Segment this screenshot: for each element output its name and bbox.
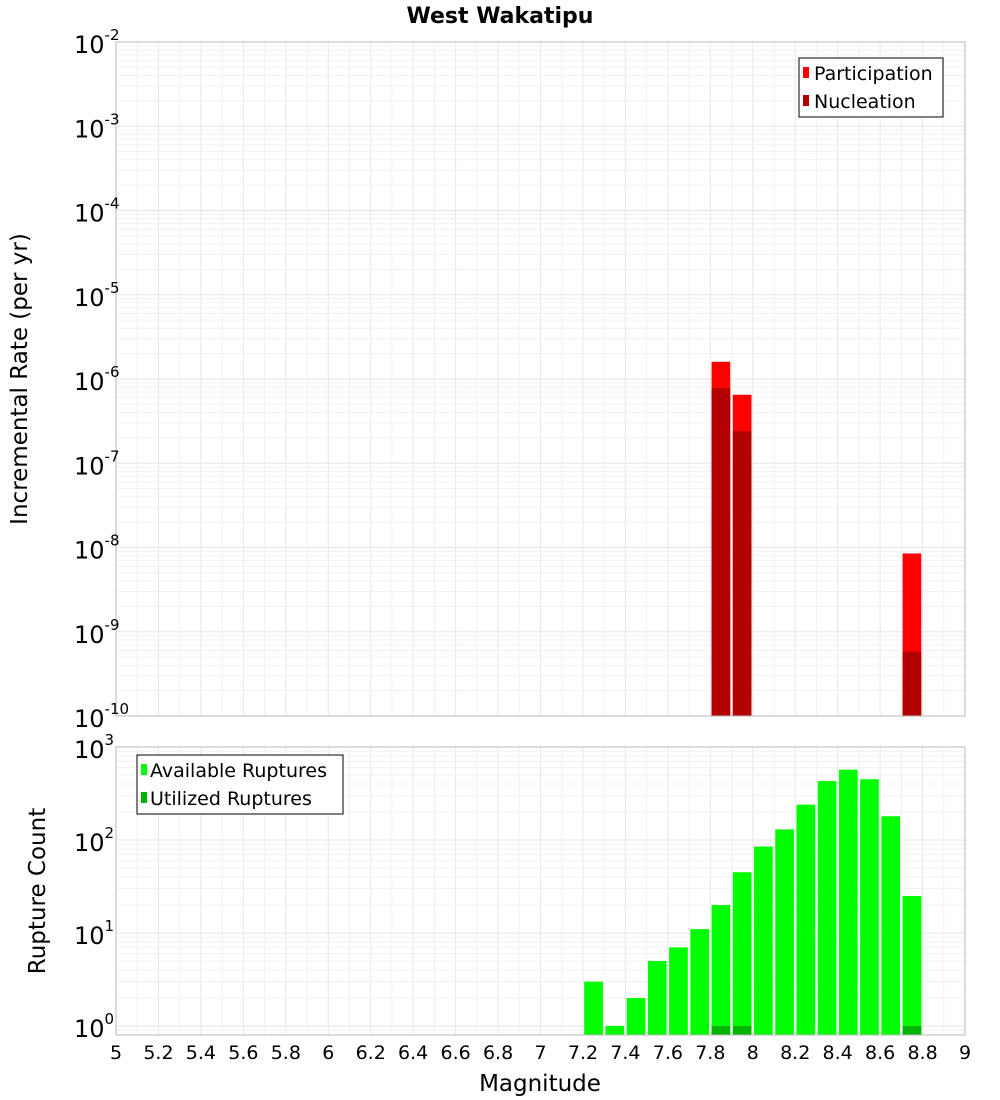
legend-label-available-ruptures: Available Ruptures (150, 760, 327, 782)
y-tick-label: 10-10 (74, 700, 129, 733)
y-tick-label: 10-8 (74, 532, 120, 565)
top-legend: Participation Nucleation (798, 57, 944, 118)
y-tick-label: 10-3 (74, 110, 120, 143)
bottom-bar-available-ruptures (860, 779, 879, 1035)
y-tick-label: 10-4 (74, 195, 120, 228)
top-plot-frame (115, 41, 966, 717)
x-tick-label: 6.4 (398, 1042, 428, 1064)
legend-swatch-available-ruptures (141, 764, 147, 775)
legend-swatch-nucleation (803, 95, 809, 106)
bottom-legend: Available Ruptures Utilized Ruptures (136, 754, 344, 815)
legend-swatch-utilized-ruptures (141, 792, 147, 803)
bottom-bar-available-ruptures (796, 804, 816, 1035)
x-tick-label: 8.8 (907, 1042, 937, 1064)
x-tick-label: 8.2 (780, 1042, 810, 1064)
y-tick-label: 10-2 (74, 26, 120, 59)
top-grid (116, 42, 965, 716)
y-tick-label: 102 (74, 824, 114, 857)
x-tick-label: 5.4 (186, 1042, 216, 1064)
top-legend-box (798, 57, 944, 118)
x-tick-label: 8 (747, 1042, 759, 1064)
bottom-bar-available-ruptures (817, 781, 837, 1035)
x-tick-label: 7 (534, 1042, 546, 1064)
x-tick-label: 6.8 (483, 1042, 513, 1064)
x-tick-label: 6.6 (440, 1042, 470, 1064)
bottom-y-axis-label: Rupture Count (25, 808, 51, 974)
y-tick-label: 10-6 (74, 363, 120, 396)
x-tick-label: 7.4 (610, 1042, 640, 1064)
legend-label-utilized-ruptures: Utilized Ruptures (150, 788, 312, 810)
legend-label-participation: Participation (814, 63, 933, 85)
y-tick-label: 10-5 (74, 279, 120, 312)
bottom-plot-frame (115, 746, 966, 1036)
x-axis-label: Magnitude (479, 1071, 601, 1097)
x-tick-label: 6 (322, 1042, 334, 1064)
bottom-bar-available-ruptures (732, 872, 752, 1035)
x-tick-label: 8.6 (865, 1042, 895, 1064)
top-y-ticks: 10-2 10-3 10-4 10-5 10-6 10-7 10-8 10-9 10-10 (74, 26, 129, 733)
bottom-bar-available-ruptures (902, 895, 922, 1035)
bottom-bar-available-ruptures (838, 769, 858, 1035)
top-bar-nucleation (902, 651, 922, 716)
y-tick-label: 10-7 (74, 447, 120, 480)
bottom-bar-available-ruptures (647, 960, 667, 1035)
legend-label-nucleation: Nucleation (814, 91, 916, 113)
x-tick-label: 7.8 (695, 1042, 725, 1064)
bottom-bar-available-ruptures (754, 846, 773, 1035)
x-tick-label: 6.2 (356, 1042, 386, 1064)
bottom-legend-box (136, 754, 344, 815)
y-tick-label: 101 (74, 917, 114, 950)
legend-swatch-participation (803, 67, 809, 78)
top-bar-nucleation (732, 431, 752, 716)
x-tick-label: 5.8 (271, 1042, 301, 1064)
bottom-bar-available-ruptures (669, 947, 688, 1035)
bottom-bar-available-ruptures (775, 829, 794, 1035)
y-tick-label: 100 (74, 1010, 114, 1043)
bottom-bar-available-ruptures (584, 981, 603, 1035)
x-tick-label: 5 (110, 1042, 122, 1064)
bottom-bar-available-ruptures (690, 929, 710, 1035)
x-tick-label: 7.6 (653, 1042, 683, 1064)
x-tick-label: 7.2 (568, 1042, 598, 1064)
bottom-bar-utilized-ruptures (902, 1025, 922, 1035)
bottom-bar-utilized-ruptures (711, 1025, 731, 1035)
bottom-bar-available-ruptures (711, 904, 731, 1035)
x-tick-label: 9 (959, 1042, 971, 1064)
x-tick-label: 8.4 (823, 1042, 853, 1064)
top-y-axis-label: Incremental Rate (per yr) (7, 233, 33, 525)
bottom-bar-utilized-ruptures (732, 1025, 752, 1035)
y-tick-label: 103 (74, 731, 114, 764)
x-ticks: 5 5.2 5.4 5.6 5.8 6 6.2 6.4 6.6 6.8 7 7.2 7.4 7.6 7.8 8… (110, 1042, 971, 1064)
y-tick-label: 10-9 (74, 616, 120, 649)
x-tick-label: 5.6 (228, 1042, 258, 1064)
bottom-bar-available-ruptures (605, 1025, 625, 1035)
chart-title: West Wakatipu (407, 4, 594, 29)
top-panel: 10-2 10-3 10-4 10-5 10-6 10-7 10-8 10-9 10-10 We… (7, 4, 966, 733)
top-bar-nucleation (711, 388, 731, 716)
bottom-bars (584, 769, 922, 1035)
bottom-y-ticks: 103 102 101 100 (74, 731, 114, 1043)
top-bars (711, 361, 922, 716)
bottom-panel: 103 102 101 100 5 5.2 5.4 5.6 5.8 6 6.2 6.4 6.6 6.8 7… (25, 731, 971, 1097)
bottom-bar-available-ruptures (881, 816, 901, 1035)
x-tick-label: 5.2 (143, 1042, 173, 1064)
bottom-bar-available-ruptures (626, 997, 646, 1035)
